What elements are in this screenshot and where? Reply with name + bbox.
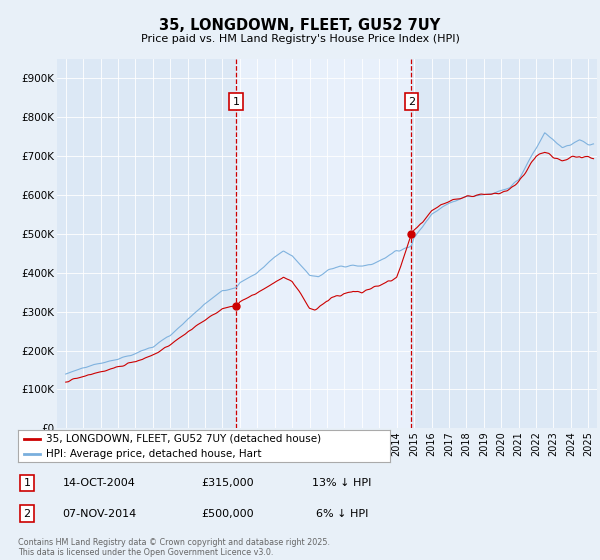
Text: 6% ↓ HPI: 6% ↓ HPI bbox=[316, 508, 368, 519]
Text: Contains HM Land Registry data © Crown copyright and database right 2025.
This d: Contains HM Land Registry data © Crown c… bbox=[18, 538, 330, 557]
Text: 2: 2 bbox=[408, 96, 415, 106]
Bar bbox=[236, 59, 412, 428]
Text: 35, LONGDOWN, FLEET, GU52 7UY: 35, LONGDOWN, FLEET, GU52 7UY bbox=[160, 18, 440, 32]
Text: 13% ↓ HPI: 13% ↓ HPI bbox=[313, 478, 371, 488]
Text: Price paid vs. HM Land Registry's House Price Index (HPI): Price paid vs. HM Land Registry's House … bbox=[140, 34, 460, 44]
Text: £315,000: £315,000 bbox=[202, 478, 254, 488]
Text: 07-NOV-2014: 07-NOV-2014 bbox=[62, 508, 136, 519]
Text: 35, LONGDOWN, FLEET, GU52 7UY (detached house): 35, LONGDOWN, FLEET, GU52 7UY (detached … bbox=[46, 433, 321, 444]
Text: 14-OCT-2004: 14-OCT-2004 bbox=[62, 478, 136, 488]
Text: 1: 1 bbox=[23, 478, 31, 488]
Text: HPI: Average price, detached house, Hart: HPI: Average price, detached house, Hart bbox=[46, 449, 262, 459]
Text: 1: 1 bbox=[233, 96, 240, 106]
Text: 2: 2 bbox=[23, 508, 31, 519]
Text: £500,000: £500,000 bbox=[202, 508, 254, 519]
